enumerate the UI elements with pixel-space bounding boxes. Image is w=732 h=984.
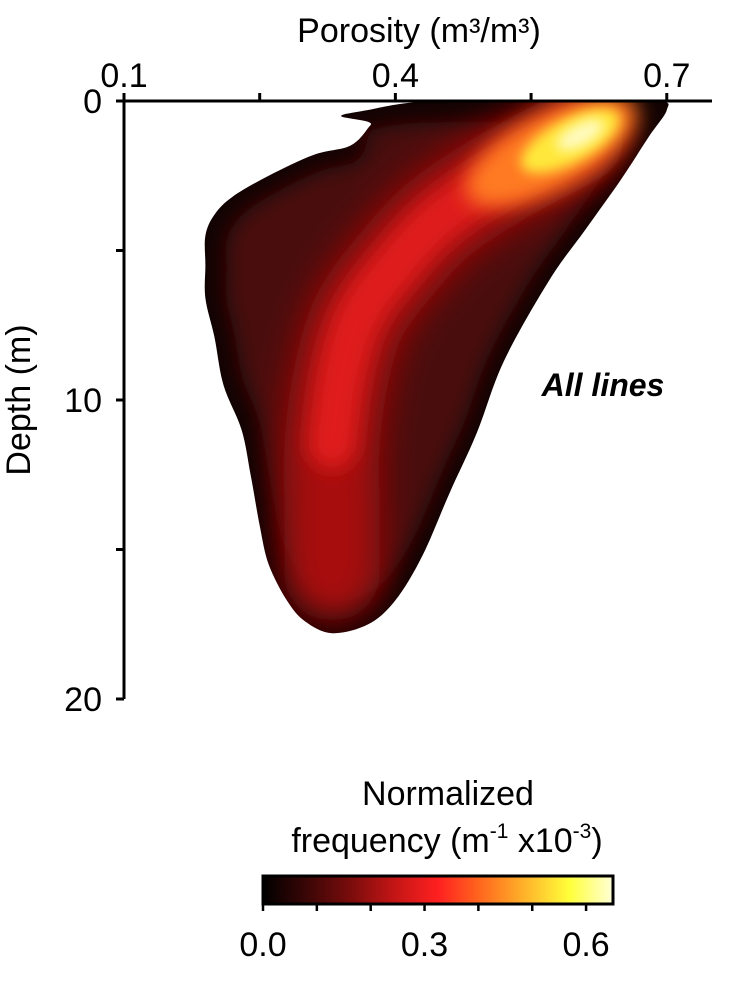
density-hotspot-peak (556, 119, 604, 151)
x-tick-label: 0.4 (372, 57, 419, 95)
colorbar: Normalized frequency (m-1 x10-3) 0.0 0.3 0… (239, 775, 615, 964)
y-axis-title: Depth (m) (0, 324, 38, 475)
colorbar-tick-label: 0.6 (562, 926, 609, 964)
y-tick-label: 0 (83, 83, 102, 121)
axes: 0.1 0.4 0.7 0 10 20 (64, 57, 712, 719)
colorbar-gradient (261, 874, 615, 906)
annotation-label: All lines (541, 367, 665, 403)
colorbar-ticks: 0.0 0.3 0.6 (239, 904, 610, 964)
colorbar-tick-label: 0.3 (401, 926, 448, 964)
x-axis-title: Porosity (m³/m³) (297, 12, 541, 50)
colorbar-tick-label: 0.0 (239, 926, 286, 964)
colorbar-title-line2: frequency (m-1 x10-3) (291, 820, 602, 860)
x-ticks: 0.1 0.4 0.7 (100, 57, 690, 101)
y-tick-label: 10 (64, 382, 102, 420)
density-map (204, 100, 669, 634)
x-tick-label: 0.7 (643, 57, 690, 95)
x-tick-label: 0.1 (100, 57, 147, 95)
colorbar-title-line1: Normalized (362, 775, 534, 813)
y-ticks: 0 10 20 (64, 83, 124, 719)
y-tick-label: 20 (64, 681, 102, 719)
